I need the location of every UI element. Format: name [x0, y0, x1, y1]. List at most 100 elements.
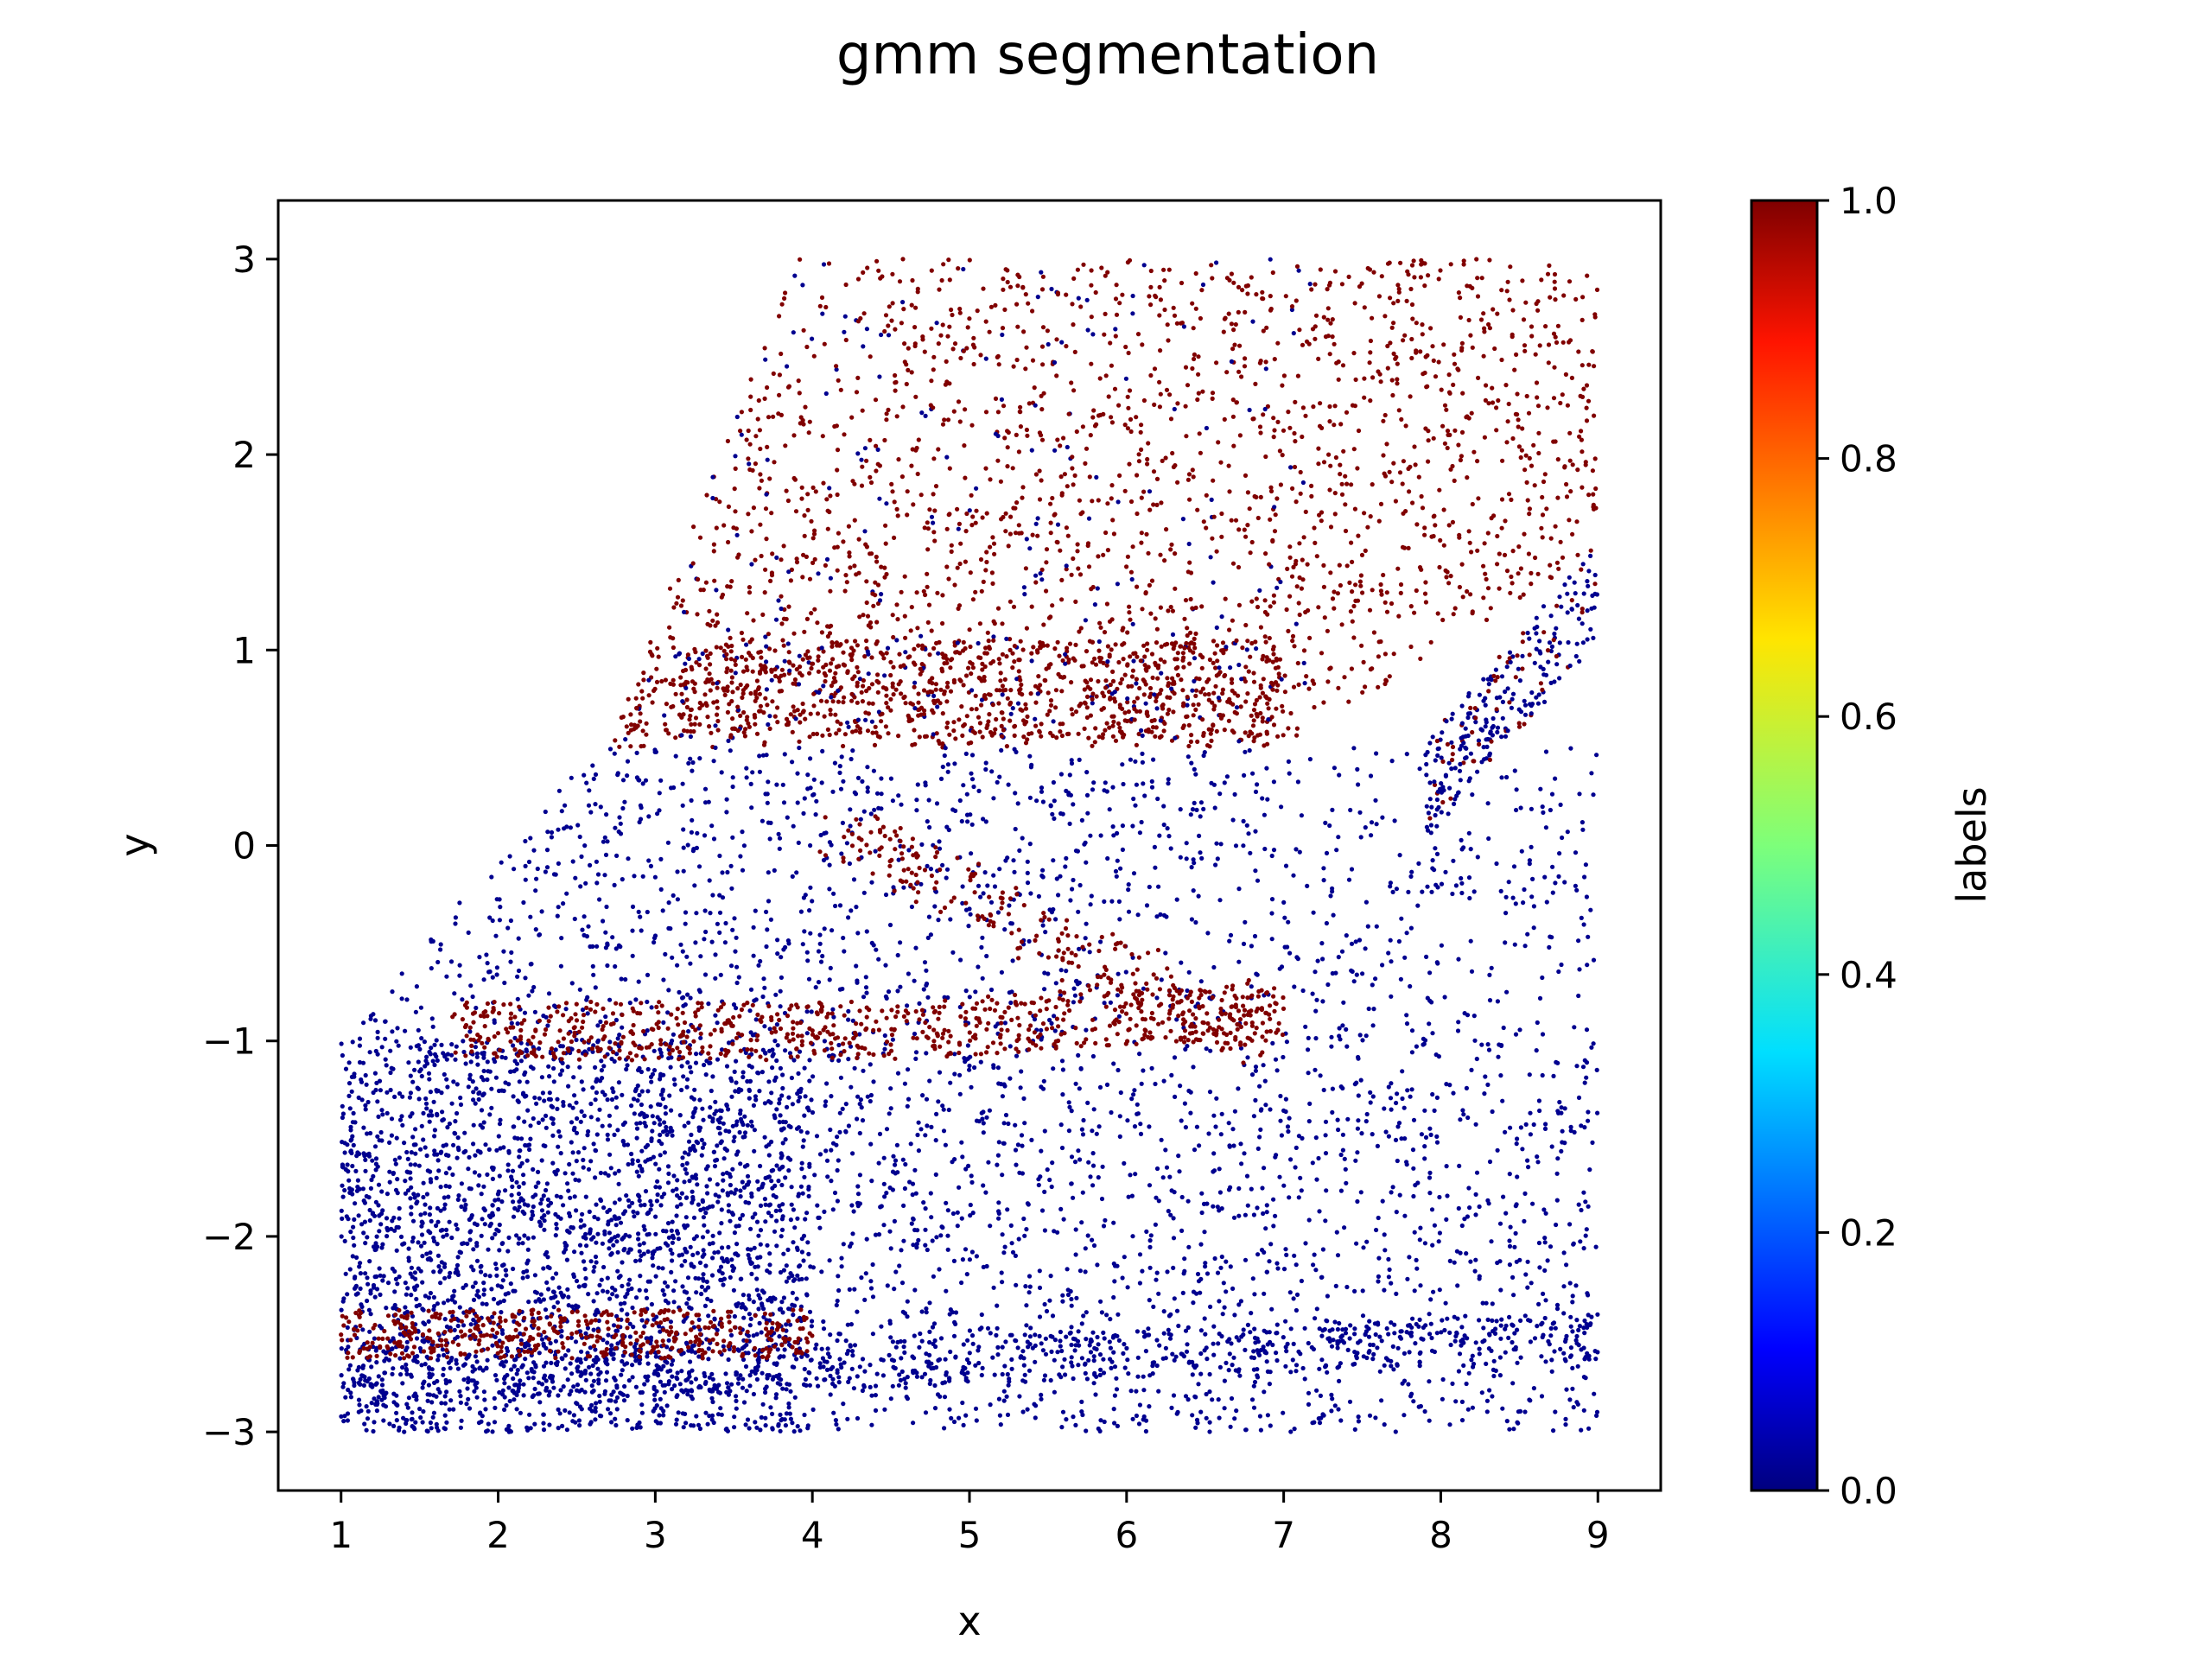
scatter-point [1243, 534, 1249, 539]
scatter-point [1059, 1058, 1065, 1064]
scatter-point [854, 390, 860, 395]
scatter-point [1391, 321, 1396, 326]
scatter-point [1384, 609, 1390, 614]
scatter-point [715, 699, 720, 704]
scatter-point [1211, 722, 1216, 728]
scatter-point [1292, 644, 1297, 649]
scatter-point [1338, 582, 1343, 588]
scatter-point [883, 724, 888, 729]
scatter-point [924, 1051, 929, 1056]
scatter-point [1239, 677, 1244, 682]
scatter-point [764, 659, 769, 664]
scatter-point [788, 712, 793, 717]
scatter-point [729, 698, 734, 704]
scatter-point [1274, 656, 1279, 661]
scatter-point [432, 1134, 437, 1139]
scatter-point [855, 1116, 860, 1122]
scatter-point [753, 1094, 759, 1099]
scatter-point [673, 691, 678, 696]
scatter-point [963, 559, 968, 564]
scatter-point [1580, 485, 1585, 490]
scatter-point [804, 950, 810, 955]
scatter-point [1024, 345, 1029, 350]
scatter-point [1287, 1116, 1292, 1121]
scatter-point [733, 509, 738, 514]
scatter-point [619, 976, 624, 982]
scatter-point [1274, 688, 1280, 693]
scatter-point [1128, 499, 1135, 505]
scatter-point [1229, 271, 1234, 276]
scatter-point [916, 713, 921, 718]
scatter-point [1273, 1213, 1278, 1218]
scatter-point [1494, 861, 1499, 867]
scatter-point [705, 715, 710, 720]
scatter-point [1369, 820, 1375, 825]
scatter-point [1243, 664, 1249, 670]
scatter-point [1104, 1313, 1109, 1318]
scatter-point [1555, 1156, 1560, 1161]
scatter-point [1146, 441, 1151, 446]
scatter-point [944, 660, 950, 665]
scatter-point [1434, 851, 1440, 857]
scatter-point [907, 654, 912, 659]
scatter-point [1468, 847, 1473, 852]
scatter-point [1325, 1370, 1330, 1375]
scatter-point [1452, 361, 1458, 366]
scatter-point [1543, 1211, 1548, 1216]
scatter-point [815, 620, 820, 626]
scatter-point [932, 904, 938, 909]
scatter-point [861, 613, 866, 618]
scatter-point [1059, 340, 1065, 345]
scatter-point [1102, 630, 1108, 635]
scatter-point [1252, 735, 1257, 741]
scatter-point [1540, 1072, 1545, 1078]
scatter-point [1268, 1107, 1273, 1112]
scatter-point [857, 726, 862, 732]
scatter-point [1101, 732, 1106, 737]
scatter-point [997, 661, 1002, 666]
scatter-point [1264, 325, 1269, 330]
scatter-point [1202, 750, 1207, 755]
scatter-point [1292, 464, 1298, 470]
scatter-point [1504, 569, 1510, 574]
scatter-point [847, 861, 853, 867]
scatter-point [888, 696, 893, 702]
scatter-point [940, 620, 945, 626]
scatter-point [1242, 527, 1247, 532]
scatter-point [706, 679, 712, 684]
scatter-point [1148, 372, 1154, 378]
scatter-point [1268, 306, 1274, 312]
scatter-point [1251, 1405, 1257, 1410]
scatter-point [746, 456, 751, 461]
scatter-point [1192, 636, 1197, 642]
scatter-point [1255, 1146, 1261, 1151]
scatter-point [929, 378, 934, 384]
scatter-point [1190, 606, 1195, 611]
scatter-point [851, 1386, 857, 1391]
scatter-point [612, 882, 617, 887]
scatter-point [1193, 688, 1199, 693]
scatter-point [1128, 569, 1134, 575]
scatter-point [580, 1007, 586, 1013]
scatter-point [1227, 277, 1232, 283]
scatter-point [995, 606, 1001, 611]
scatter-point [1209, 497, 1214, 503]
scatter-point [1278, 579, 1283, 585]
scatter-point [1070, 887, 1075, 892]
scatter-point [1389, 1281, 1394, 1286]
scatter-point [1033, 580, 1039, 585]
scatter-point [1263, 359, 1268, 365]
scatter-point [1135, 696, 1140, 701]
scatter-point [702, 1141, 707, 1147]
scatter-point [1232, 1109, 1237, 1114]
scatter-point [715, 921, 721, 926]
scatter-point [535, 866, 540, 872]
scatter-point [594, 859, 600, 864]
scatter-point [784, 722, 790, 728]
scatter-point [570, 1150, 575, 1155]
scatter-point [911, 502, 916, 507]
scatter-point [1588, 548, 1593, 553]
scatter-point [1459, 454, 1464, 459]
scatter-point [1389, 1081, 1394, 1086]
scatter-point [1071, 388, 1077, 393]
